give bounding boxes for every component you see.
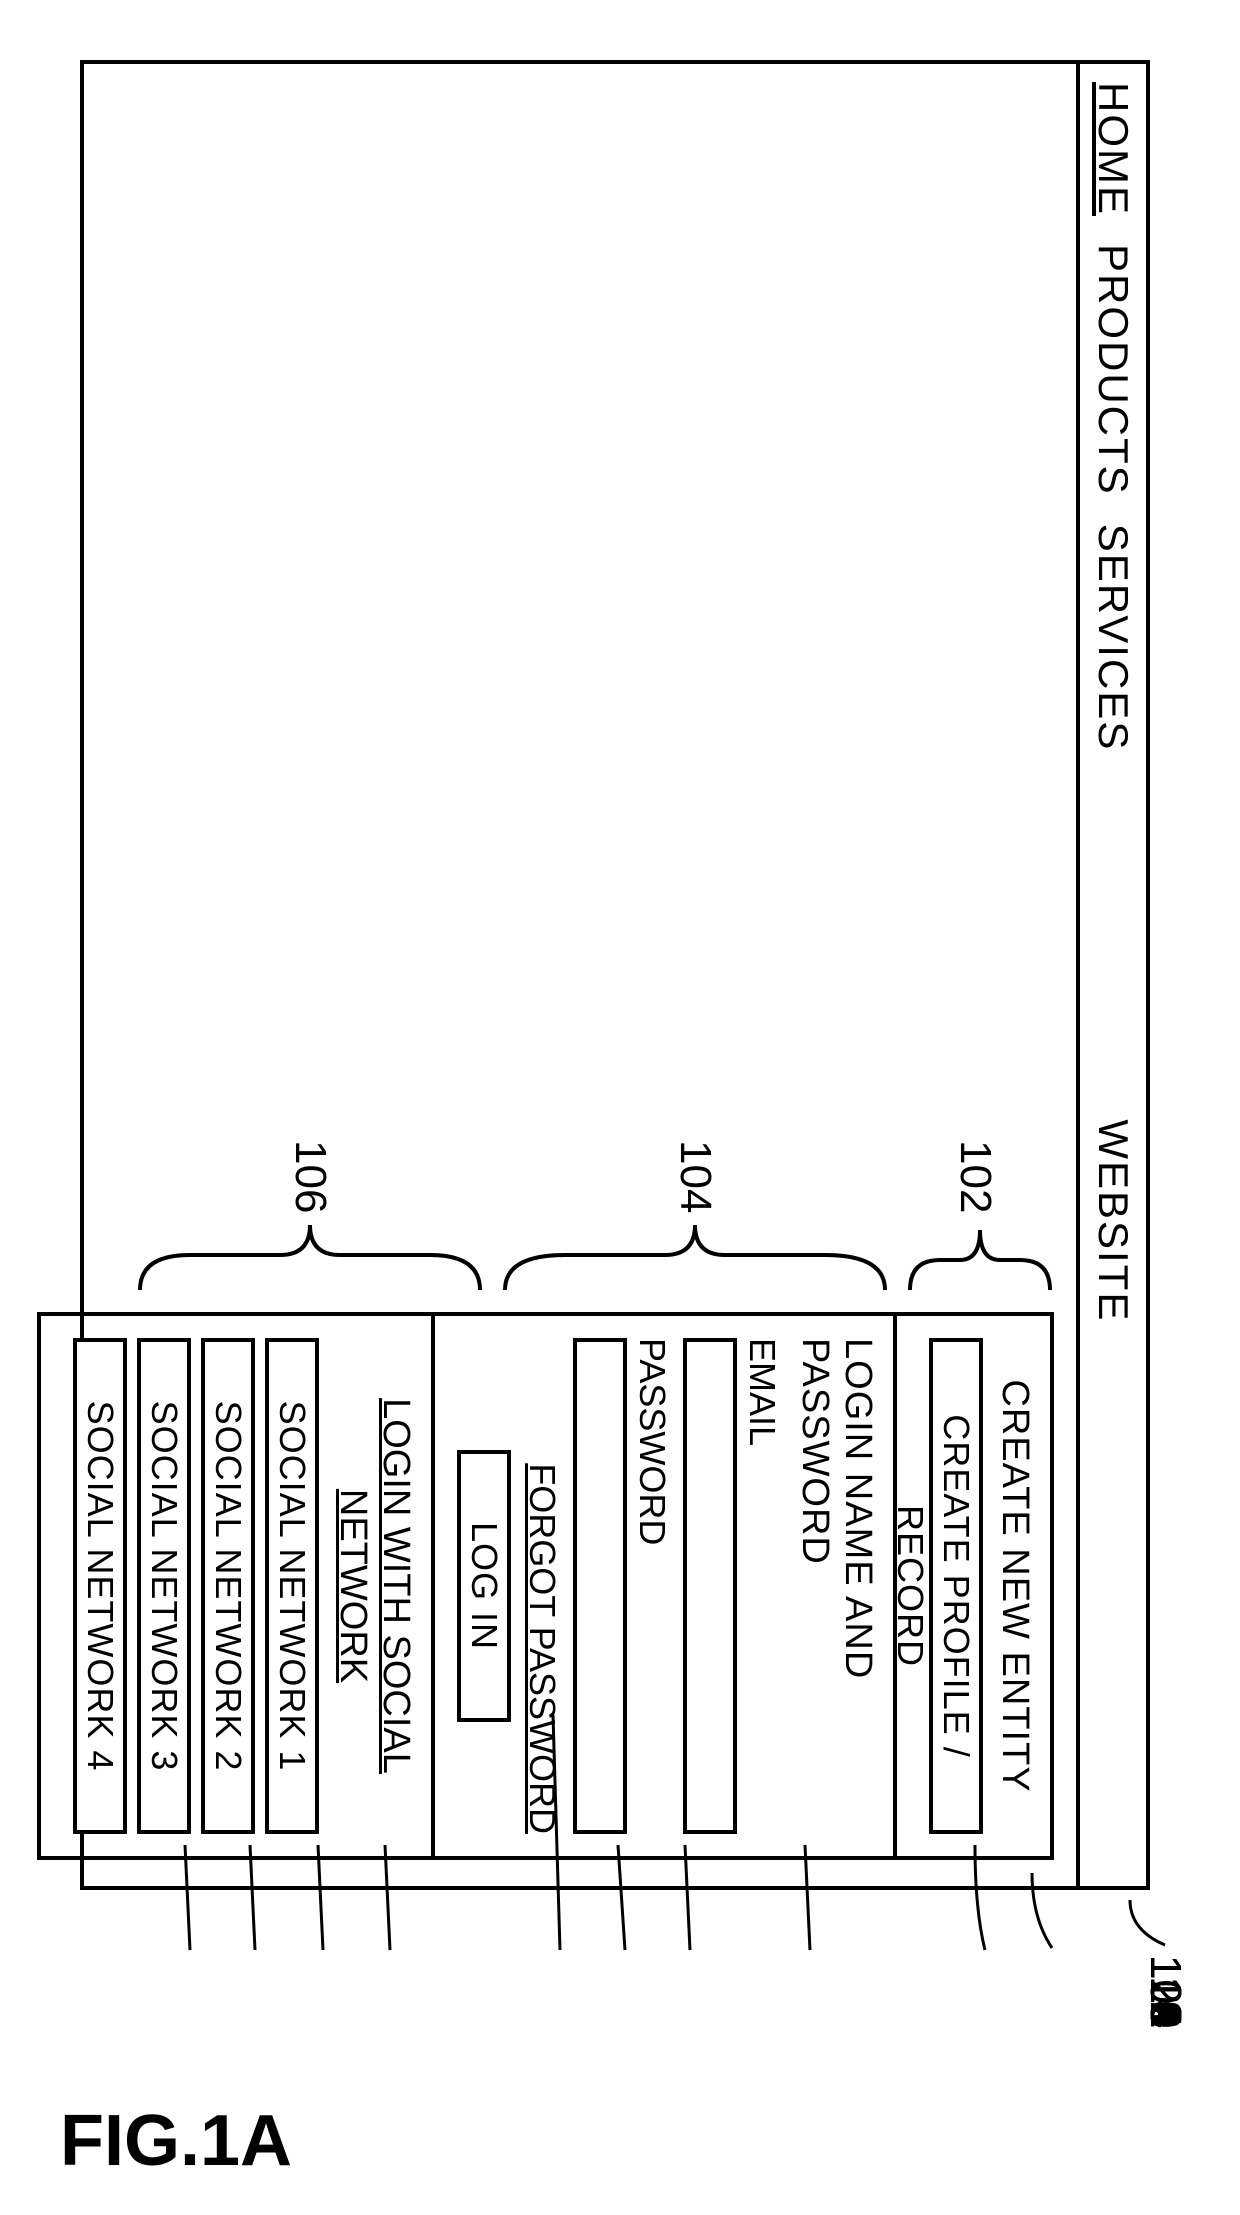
login-button[interactable]: LOG IN: [457, 1450, 511, 1723]
leader-116: [545, 1710, 565, 1955]
section-login: LOGIN NAME AND PASSWORD EMAIL PASSWORD F…: [435, 1316, 897, 1856]
leader-112: [675, 1840, 695, 1955]
nav-services[interactable]: SERVICES: [1089, 524, 1137, 752]
leader-124: [175, 1840, 195, 1955]
leader-114: [610, 1840, 630, 1955]
nav-bar: HOME PRODUCTS SERVICES WEBSITE: [1076, 64, 1146, 1886]
brace-102: [900, 1200, 1060, 1320]
leader-118: [375, 1840, 395, 1955]
section-social: LOGIN WITH SOCIAL NETWORK SOCIAL NETWORK…: [41, 1316, 435, 1856]
leader-101: [1012, 1868, 1062, 1958]
ref-124: 124: [1140, 1955, 1190, 2028]
password-input[interactable]: [573, 1338, 627, 1834]
brace-104: [495, 1200, 895, 1320]
leader-108: [960, 1840, 990, 1955]
leader-100: [1115, 1895, 1175, 1955]
leader-122: [240, 1840, 260, 1955]
create-profile-button[interactable]: CREATE PROFILE / RECORD: [929, 1338, 983, 1834]
ref-102: 102: [950, 1140, 1000, 1213]
password-label: PASSWORD: [631, 1338, 673, 1834]
social-heading: LOGIN WITH SOCIAL NETWORK: [331, 1338, 417, 1834]
email-input[interactable]: [683, 1338, 737, 1834]
ref-104: 104: [670, 1140, 720, 1213]
site-title: WEBSITE: [1089, 1119, 1137, 1322]
create-heading: CREATE NEW ENTITY: [993, 1338, 1036, 1834]
email-label: EMAIL: [741, 1338, 783, 1834]
social-network-1-button[interactable]: SOCIAL NETWORK 1: [265, 1338, 319, 1834]
ref-106: 106: [285, 1140, 335, 1213]
figure-label: FIG.1A: [60, 2100, 292, 2182]
nav-home[interactable]: HOME: [1089, 82, 1137, 216]
social-network-3-button[interactable]: SOCIAL NETWORK 3: [137, 1338, 191, 1834]
leader-110: [795, 1840, 815, 1955]
website-frame: HOME PRODUCTS SERVICES WEBSITE CREATE NE…: [80, 60, 1150, 1890]
section-create: CREATE NEW ENTITY CREATE PROFILE / RECOR…: [897, 1316, 1050, 1856]
login-heading: LOGIN NAME AND PASSWORD: [793, 1338, 879, 1834]
brace-106: [130, 1200, 490, 1320]
social-network-2-button[interactable]: SOCIAL NETWORK 2: [201, 1338, 255, 1834]
nav-products[interactable]: PRODUCTS: [1089, 244, 1137, 496]
social-network-4-button[interactable]: SOCIAL NETWORK 4: [73, 1338, 127, 1834]
leader-120: [308, 1840, 328, 1955]
